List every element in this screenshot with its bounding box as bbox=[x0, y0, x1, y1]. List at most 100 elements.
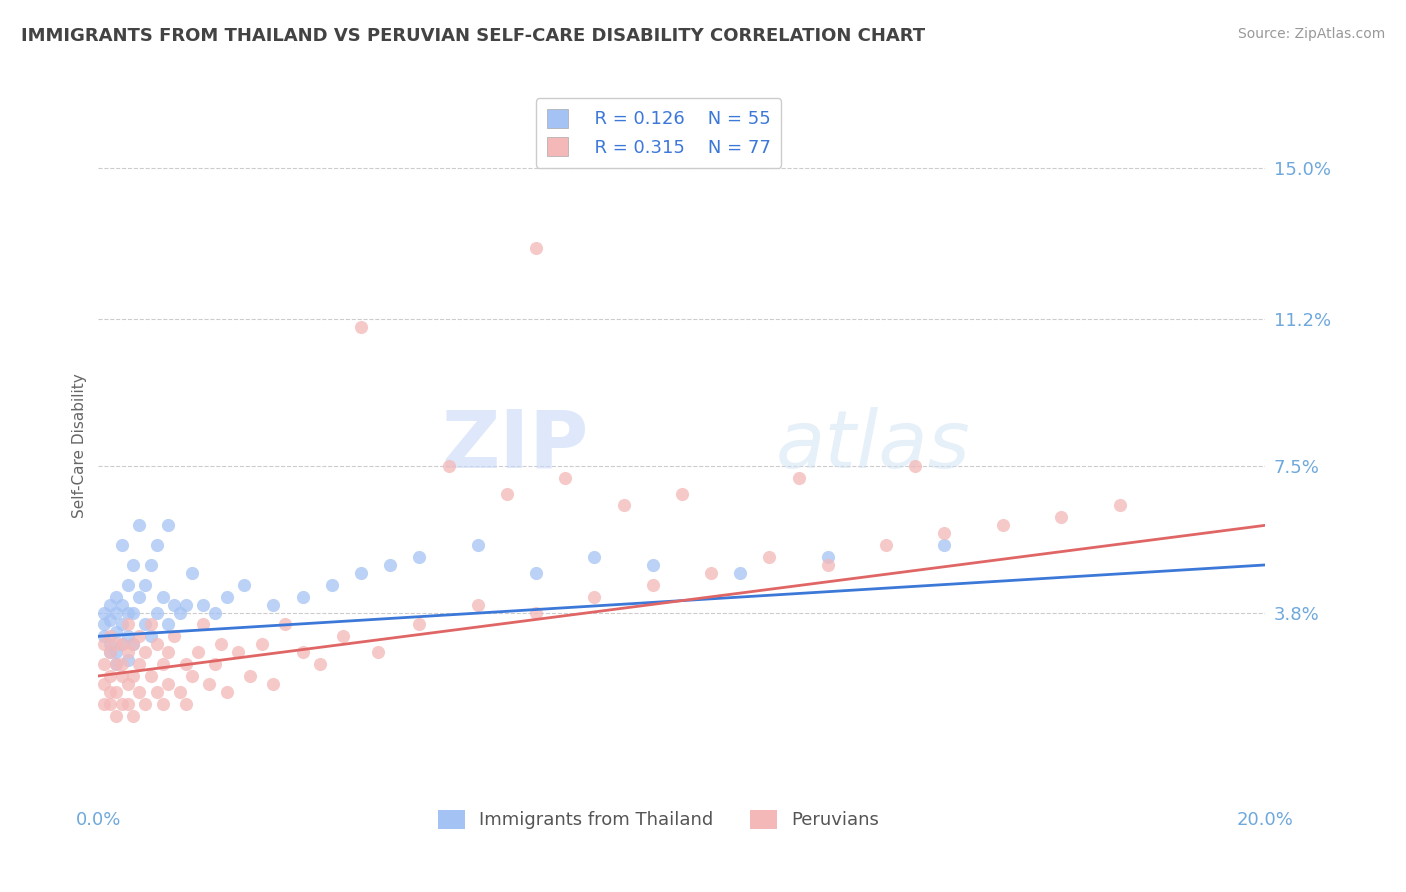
Point bbox=[209, 637, 232, 651]
Point bbox=[98, 614, 121, 628]
Point bbox=[934, 538, 956, 552]
Point bbox=[117, 578, 139, 592]
Point bbox=[104, 657, 127, 671]
Point bbox=[139, 629, 162, 643]
Point bbox=[104, 625, 127, 640]
Point bbox=[122, 606, 145, 620]
Point bbox=[380, 558, 402, 572]
Point bbox=[104, 637, 127, 651]
Point bbox=[111, 538, 134, 552]
Point bbox=[98, 629, 121, 643]
Point bbox=[111, 657, 134, 671]
Point bbox=[93, 657, 115, 671]
Point bbox=[122, 637, 145, 651]
Point bbox=[157, 518, 180, 533]
Point bbox=[180, 669, 202, 683]
Point bbox=[122, 637, 145, 651]
Point bbox=[291, 645, 314, 659]
Point bbox=[467, 598, 489, 612]
Point bbox=[730, 566, 752, 580]
Point bbox=[583, 549, 606, 564]
Point bbox=[198, 677, 221, 691]
Point bbox=[152, 697, 174, 711]
Point bbox=[787, 471, 810, 485]
Point bbox=[93, 617, 115, 632]
Point bbox=[134, 578, 156, 592]
Point bbox=[180, 566, 202, 580]
Point bbox=[93, 629, 115, 643]
Point bbox=[641, 558, 664, 572]
Point bbox=[291, 590, 314, 604]
Point bbox=[117, 677, 139, 691]
Point bbox=[146, 538, 169, 552]
Point bbox=[554, 471, 576, 485]
Point bbox=[524, 566, 547, 580]
Point bbox=[134, 645, 156, 659]
Point bbox=[204, 606, 226, 620]
Point bbox=[204, 657, 226, 671]
Point bbox=[117, 606, 139, 620]
Point bbox=[128, 518, 150, 533]
Point bbox=[367, 645, 389, 659]
Point bbox=[139, 558, 162, 572]
Point bbox=[169, 685, 191, 699]
Point bbox=[309, 657, 332, 671]
Point bbox=[817, 558, 839, 572]
Point bbox=[104, 657, 127, 671]
Point bbox=[321, 578, 343, 592]
Point bbox=[104, 590, 127, 604]
Point bbox=[437, 458, 460, 473]
Point bbox=[163, 629, 186, 643]
Point bbox=[524, 241, 547, 255]
Point bbox=[671, 486, 693, 500]
Point bbox=[157, 617, 180, 632]
Point bbox=[111, 617, 134, 632]
Point bbox=[104, 645, 127, 659]
Point bbox=[934, 526, 956, 541]
Point bbox=[817, 549, 839, 564]
Point bbox=[93, 637, 115, 651]
Point bbox=[215, 685, 238, 699]
Point bbox=[157, 677, 180, 691]
Point bbox=[157, 645, 180, 659]
Point bbox=[111, 637, 134, 651]
Point bbox=[174, 598, 197, 612]
Point bbox=[117, 697, 139, 711]
Point bbox=[350, 320, 373, 334]
Point bbox=[98, 669, 121, 683]
Point bbox=[496, 486, 519, 500]
Point bbox=[117, 645, 139, 659]
Point bbox=[111, 598, 134, 612]
Point bbox=[104, 685, 127, 699]
Point bbox=[193, 617, 215, 632]
Point bbox=[262, 677, 284, 691]
Point bbox=[612, 499, 634, 513]
Point bbox=[1050, 510, 1073, 524]
Point bbox=[904, 458, 927, 473]
Point bbox=[98, 645, 121, 659]
Point bbox=[104, 606, 127, 620]
Point bbox=[134, 617, 156, 632]
Point bbox=[524, 606, 547, 620]
Point bbox=[117, 629, 139, 643]
Point bbox=[146, 685, 169, 699]
Text: ZIP: ZIP bbox=[441, 407, 589, 485]
Point bbox=[187, 645, 209, 659]
Point bbox=[408, 617, 430, 632]
Point bbox=[1108, 499, 1130, 513]
Point bbox=[98, 598, 121, 612]
Point bbox=[332, 629, 354, 643]
Point bbox=[228, 645, 250, 659]
Point bbox=[250, 637, 273, 651]
Point bbox=[98, 697, 121, 711]
Point bbox=[758, 549, 780, 564]
Point bbox=[408, 549, 430, 564]
Text: Source: ZipAtlas.com: Source: ZipAtlas.com bbox=[1237, 27, 1385, 41]
Point bbox=[139, 617, 162, 632]
Point bbox=[163, 598, 186, 612]
Point bbox=[128, 657, 150, 671]
Point bbox=[350, 566, 373, 580]
Point bbox=[169, 606, 191, 620]
Point bbox=[93, 697, 115, 711]
Point bbox=[98, 685, 121, 699]
